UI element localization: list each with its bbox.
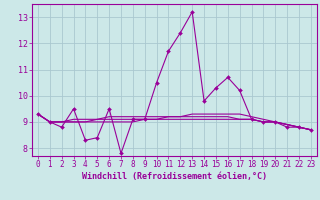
X-axis label: Windchill (Refroidissement éolien,°C): Windchill (Refroidissement éolien,°C) [82,172,267,181]
